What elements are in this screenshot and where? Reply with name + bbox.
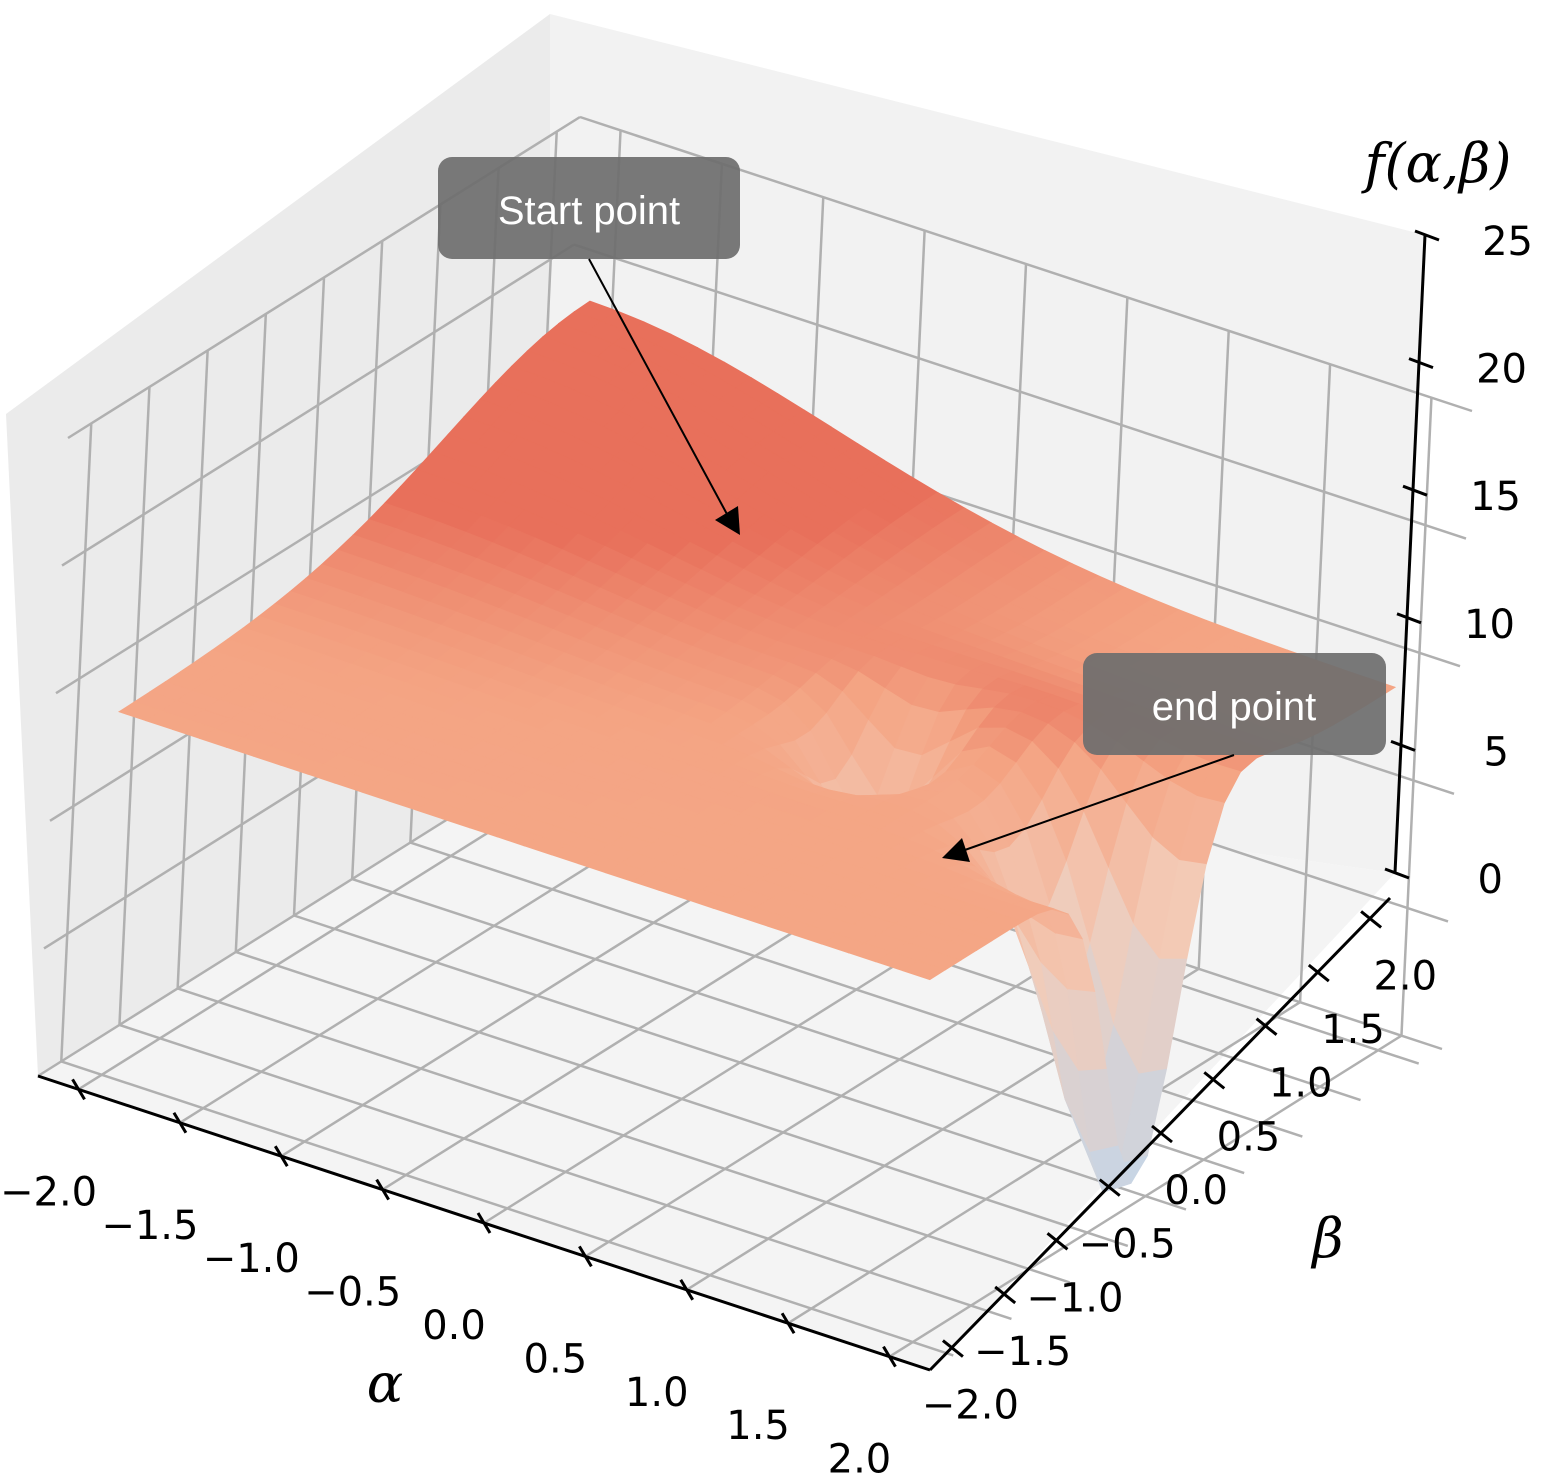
beta-tick [1046,1232,1069,1251]
z-tick-label: 25 [1482,219,1533,265]
side-grid-z [61,243,575,567]
beta-tick-label: −1.0 [1026,1275,1123,1321]
beta-tick [1360,910,1383,929]
start-point-label: Start point [498,189,680,233]
floor-grid-alpha [584,934,1099,1258]
z-tick [1402,484,1428,497]
beta-tick-label: −2.0 [922,1383,1019,1429]
beta-tick-label: 1.0 [1269,1061,1333,1107]
alpha-tick [578,1245,593,1268]
z-tick [1384,867,1410,880]
alpha-tick-label: 0.0 [422,1303,486,1349]
beta-tick [941,1339,964,1358]
end-point-box [1083,653,1386,755]
alpha-tick-label: −1.0 [203,1236,300,1282]
alpha-tick-label: 2.0 [828,1437,892,1479]
alpha-axis-title: α [367,1352,403,1415]
beta-tick-label: 2.0 [1373,953,1437,999]
axis-ticks: −2.0−1.5−1.0−0.50.00.51.01.52.0−2.0−1.5−… [0,219,1533,1479]
alpha-tick [476,1212,492,1234]
end-point-label: end point [1152,685,1317,729]
beta-tick-label: 0.0 [1164,1168,1228,1214]
floor-grid-alpha [787,1001,1301,1325]
surface-facet [901,960,947,981]
alpha-tick [71,1078,86,1101]
alpha-tick [273,1145,289,1167]
z-tick [1396,612,1422,625]
beta-tick [1098,1178,1121,1197]
beta-axis-title: β [1310,1207,1343,1270]
floor-grid-alpha [888,1034,1403,1358]
z-tick [1414,229,1440,242]
alpha-tick [172,1112,188,1134]
z-tick [1408,357,1434,370]
alpha-tick-label: 1.0 [625,1370,689,1416]
z-axis-title: f(α,β) [1361,132,1512,195]
side-grid-beta [60,423,93,1062]
beta-tick [994,1285,1017,1305]
back-grid-z [573,243,1467,540]
beta-tick-label: 1.5 [1321,1007,1385,1053]
back-grid-alpha [1400,397,1433,1036]
alpha-tick [679,1279,695,1301]
start-point-box [438,157,740,259]
beta-tick-label: −1.5 [974,1329,1071,1375]
beta-tick [1255,1017,1278,1036]
alpha-tick [375,1178,390,1201]
alpha-tick [882,1345,897,1368]
alpha-tick-label: −1.5 [101,1203,198,1249]
z-axis-line [1393,234,1427,874]
z-tick-label: 15 [1470,474,1521,520]
end-point-arrow-line [961,754,1235,852]
back-pane-left [6,14,550,1076]
beta-tick-label: 0.5 [1217,1114,1281,1160]
alpha-tick-label: 0.5 [524,1336,588,1382]
start-point-arrowhead [715,506,740,535]
beta-tick [1307,963,1330,983]
floor-grid-beta [293,914,1187,1211]
z-tick-label: 5 [1484,729,1509,775]
z-tick [1390,739,1416,752]
beta-tick [1203,1071,1226,1090]
beta-tick [1151,1124,1173,1144]
end-point-arrowhead [942,838,970,862]
annotations: Start point end point [438,157,1386,862]
start-point-arrow-line [588,258,729,517]
alpha-tick-label: 1.5 [726,1403,790,1449]
alpha-tick-label: −2.0 [0,1169,97,1215]
beta-tick-label: −0.5 [1079,1222,1176,1268]
alpha-tick [780,1312,796,1334]
z-tick-label: 10 [1464,602,1515,648]
alpha-tick-label: −0.5 [304,1270,401,1316]
z-tick-label: 0 [1478,857,1503,903]
z-tick-label: 20 [1476,347,1527,393]
axis-titles: α β f(α,β) [367,132,1512,1415]
